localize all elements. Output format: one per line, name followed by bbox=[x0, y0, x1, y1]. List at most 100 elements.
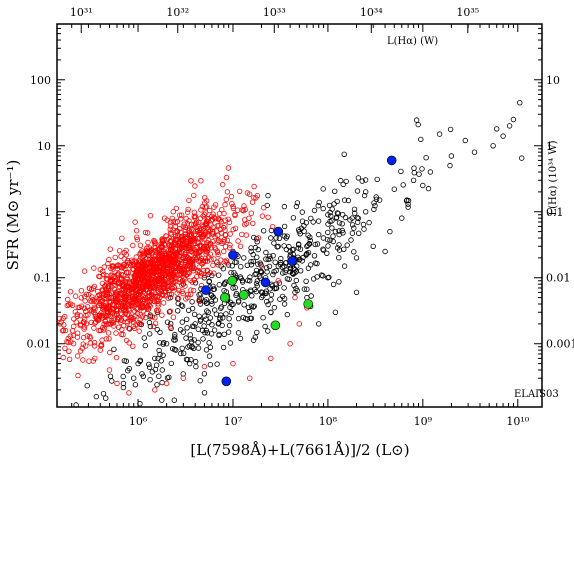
data-point bbox=[339, 227, 345, 234]
data-point bbox=[126, 280, 133, 287]
data-point bbox=[242, 315, 249, 322]
data-point bbox=[259, 213, 266, 219]
data-point bbox=[253, 280, 260, 287]
data-point bbox=[352, 210, 358, 216]
data-point bbox=[201, 211, 208, 218]
data-point bbox=[178, 302, 185, 308]
data-point bbox=[338, 177, 344, 184]
data-layer bbox=[56, 99, 525, 408]
data-point bbox=[77, 312, 83, 319]
data-point bbox=[198, 177, 204, 184]
data-point bbox=[149, 261, 155, 267]
data-point bbox=[276, 235, 283, 241]
data-point bbox=[196, 229, 202, 236]
data-point bbox=[228, 309, 235, 316]
data-point bbox=[185, 294, 191, 301]
data-point bbox=[223, 174, 230, 181]
data-point bbox=[62, 327, 69, 334]
data-point bbox=[228, 193, 235, 200]
data-point bbox=[163, 252, 169, 259]
data-point bbox=[161, 339, 167, 346]
data-point bbox=[270, 271, 276, 278]
data-point bbox=[188, 357, 194, 363]
data-point bbox=[163, 380, 170, 387]
data-point bbox=[386, 155, 397, 166]
data-point bbox=[202, 272, 208, 278]
data-point bbox=[278, 255, 284, 262]
data-point bbox=[121, 303, 128, 309]
data-point bbox=[119, 235, 125, 241]
data-point bbox=[211, 307, 218, 313]
data-point bbox=[105, 287, 111, 294]
data-point bbox=[336, 279, 342, 285]
data-point bbox=[196, 298, 202, 304]
data-point bbox=[235, 330, 242, 336]
data-point bbox=[126, 325, 132, 331]
data-point bbox=[217, 238, 223, 244]
data-point bbox=[239, 231, 245, 238]
data-point bbox=[159, 275, 166, 281]
data-point bbox=[154, 298, 161, 304]
data-point bbox=[182, 283, 188, 289]
data-point bbox=[281, 301, 288, 307]
data-point bbox=[355, 215, 361, 222]
data-point bbox=[212, 233, 218, 240]
data-point bbox=[510, 116, 517, 123]
data-point bbox=[72, 293, 79, 299]
data-point bbox=[84, 333, 91, 339]
data-point bbox=[201, 371, 208, 377]
data-point bbox=[107, 373, 114, 379]
data-point bbox=[249, 293, 255, 299]
data-point bbox=[172, 236, 179, 242]
data-point bbox=[171, 397, 177, 403]
data-point bbox=[363, 189, 369, 195]
data-point bbox=[411, 165, 417, 171]
data-point bbox=[153, 307, 160, 314]
data-point bbox=[411, 169, 417, 176]
data-point bbox=[182, 259, 189, 266]
data-point bbox=[349, 215, 355, 221]
data-point bbox=[60, 354, 66, 361]
data-point bbox=[145, 239, 151, 246]
data-point bbox=[353, 289, 360, 296]
data-point bbox=[149, 295, 155, 301]
data-point bbox=[250, 337, 257, 343]
data-point bbox=[99, 337, 105, 343]
data-point bbox=[296, 228, 302, 235]
data-point bbox=[116, 276, 123, 282]
data-point bbox=[226, 322, 233, 329]
data-point bbox=[142, 229, 149, 236]
data-point bbox=[206, 237, 212, 244]
data-point bbox=[105, 296, 112, 302]
data-point bbox=[436, 131, 443, 137]
data-point bbox=[462, 137, 468, 144]
data-point bbox=[210, 211, 216, 217]
data-point bbox=[75, 304, 81, 311]
data-point bbox=[248, 288, 254, 295]
data-point bbox=[266, 263, 273, 270]
data-point bbox=[154, 382, 160, 388]
data-point bbox=[92, 320, 98, 326]
data-point bbox=[130, 319, 137, 325]
y-tick-label: 0.1 bbox=[34, 272, 52, 285]
data-point bbox=[143, 287, 150, 293]
data-point bbox=[173, 237, 179, 243]
data-point bbox=[330, 238, 336, 245]
data-point bbox=[77, 348, 84, 354]
data-point bbox=[152, 254, 158, 260]
data-point bbox=[149, 314, 155, 320]
data-point bbox=[292, 289, 298, 296]
x-tick-label: 10⁶ bbox=[129, 415, 148, 428]
data-point bbox=[211, 327, 218, 333]
data-point bbox=[287, 341, 293, 347]
data-point bbox=[81, 326, 87, 332]
data-point bbox=[354, 214, 361, 221]
data-point bbox=[151, 279, 158, 285]
data-point bbox=[202, 246, 209, 253]
data-point bbox=[341, 246, 347, 252]
data-point bbox=[197, 243, 204, 249]
data-point bbox=[62, 345, 68, 351]
data-point bbox=[102, 283, 108, 289]
data-point bbox=[252, 334, 258, 340]
data-point bbox=[310, 219, 316, 225]
